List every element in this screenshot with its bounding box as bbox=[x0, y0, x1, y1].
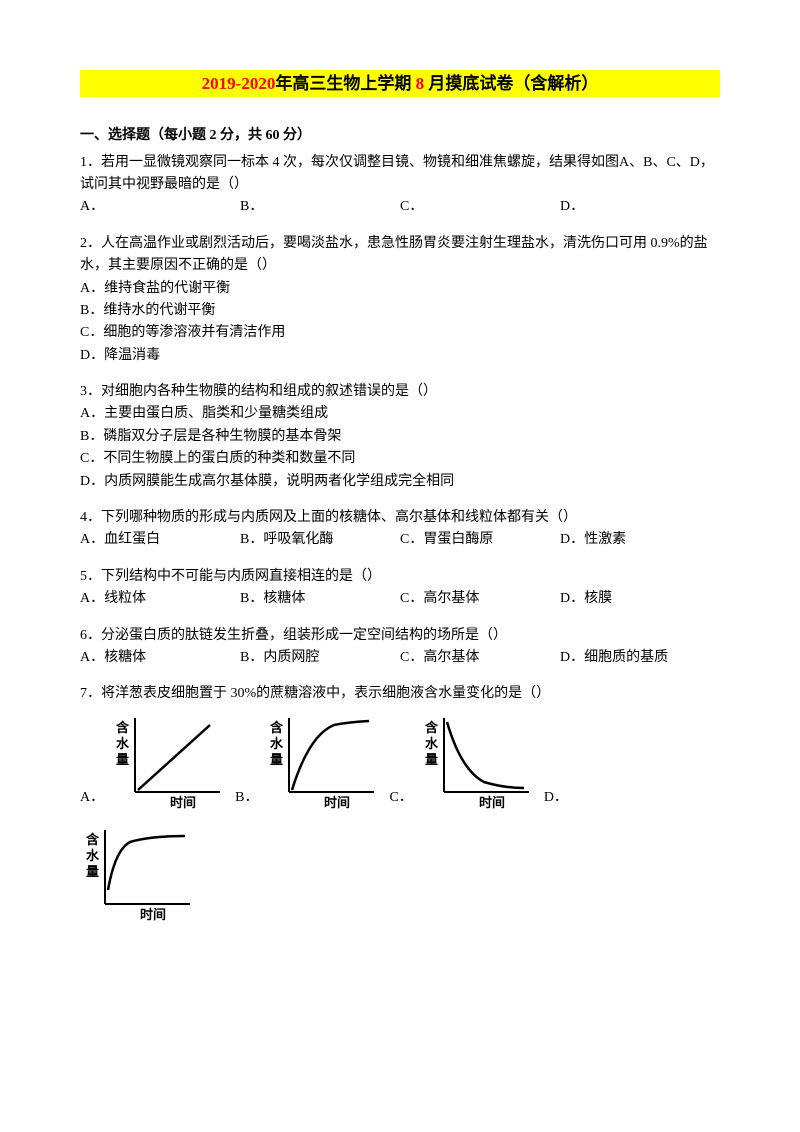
chart-C-ylabel-2: 水 bbox=[425, 736, 439, 751]
q1-optA: A． bbox=[80, 196, 240, 218]
title-year: 2019-2020 bbox=[202, 74, 276, 93]
q2-optC: C．细胞的等渗溶液并有清洁作用 bbox=[80, 322, 720, 344]
q6-options: A．核糖体 B．内质网腔 C．高尔基体 D．细胞质的基质 bbox=[80, 647, 720, 669]
chart-A-line bbox=[138, 725, 210, 790]
q1-options: A． B． C． D． bbox=[80, 196, 720, 218]
chart-B-svg: 含 水 量 时间 bbox=[264, 710, 379, 810]
q3-optA: A．主要由蛋白质、脂类和少量糖类组成 bbox=[80, 403, 720, 425]
q2-optA: A．维持食盐的代谢平衡 bbox=[80, 278, 720, 300]
q7-optB: B． bbox=[235, 787, 258, 809]
q6-text: 6．分泌蛋白质的肽链发生折叠，组装形成一定空间结构的场所是（） bbox=[80, 625, 720, 647]
chart-C-cell: C． 含 水 量 时间 bbox=[389, 710, 533, 810]
chart-A-ylabel-3: 量 bbox=[116, 752, 129, 767]
section-header: 一、选择题（每小题 2 分，共 60 分） bbox=[80, 125, 720, 147]
question-5: 5．下列结构中不可能与内质网直接相连的是（） A．线粒体 B．核糖体 C．高尔基… bbox=[80, 566, 720, 611]
q3-text: 3．对细胞内各种生物膜的结构和组成的叙述错误的是（） bbox=[80, 381, 720, 403]
q6-optA: A．核糖体 bbox=[80, 647, 240, 669]
title-before: 年高三生物上学期 bbox=[275, 74, 411, 93]
q1-optB: B． bbox=[240, 196, 400, 218]
q3-optC: C．不同生物膜上的蛋白质的种类和数量不同 bbox=[80, 448, 720, 470]
chart-C-ylabel-1: 含 bbox=[424, 720, 439, 735]
question-6: 6．分泌蛋白质的肽链发生折叠，组装形成一定空间结构的场所是（） A．核糖体 B．… bbox=[80, 625, 720, 670]
q2-text: 2．人在高温作业或剧烈活动后，要喝淡盐水，患急性肠胃炎要注射生理盐水，清洗伤口可… bbox=[80, 233, 720, 278]
chart-B-xlabel: 时间 bbox=[324, 795, 350, 810]
chart-D-ylabel-3: 量 bbox=[86, 864, 99, 879]
q4-optB: B．呼吸氧化酶 bbox=[240, 529, 400, 551]
q3-optB: B．磷脂双分子层是各种生物膜的基本骨架 bbox=[80, 426, 720, 448]
question-2: 2．人在高温作业或剧烈活动后，要喝淡盐水，患急性肠胃炎要注射生理盐水，清洗伤口可… bbox=[80, 233, 720, 367]
q2-optB: B．维持水的代谢平衡 bbox=[80, 300, 720, 322]
q4-optC: C．胃蛋白酶原 bbox=[400, 529, 560, 551]
chart-C-svg: 含 水 量 时间 bbox=[419, 710, 534, 810]
q4-text: 4．下列哪种物质的形成与内质网及上面的核糖体、高尔基体和线粒体都有关（） bbox=[80, 507, 720, 529]
chart-C-ylabel-3: 量 bbox=[425, 752, 438, 767]
q4-optD: D．性激素 bbox=[560, 529, 720, 551]
chart-C-xlabel: 时间 bbox=[479, 795, 505, 810]
q5-optC: C．高尔基体 bbox=[400, 588, 560, 610]
question-3: 3．对细胞内各种生物膜的结构和组成的叙述错误的是（） A．主要由蛋白质、脂类和少… bbox=[80, 381, 720, 493]
q7-text: 7．将洋葱表皮细胞置于 30%的蔗糖溶液中，表示细胞液含水量变化的是（） bbox=[80, 683, 720, 705]
chart-B-ylabel-1: 含 bbox=[269, 720, 284, 735]
chart-B-cell: B． 含 水 量 时间 bbox=[235, 710, 379, 810]
q5-options: A．线粒体 B．核糖体 C．高尔基体 D．核膜 bbox=[80, 588, 720, 610]
q5-text: 5．下列结构中不可能与内质网直接相连的是（） bbox=[80, 566, 720, 588]
chart-D-line bbox=[108, 836, 185, 890]
q7-charts-row2: 含 水 量 时间 bbox=[80, 822, 720, 922]
q1-optD: D． bbox=[560, 196, 720, 218]
q4-options: A．血红蛋白 B．呼吸氧化酶 C．胃蛋白酶原 D．性激素 bbox=[80, 529, 720, 551]
q5-optB: B．核糖体 bbox=[240, 588, 400, 610]
chart-D-ylabel-2: 水 bbox=[86, 848, 100, 863]
question-7: 7．将洋葱表皮细胞置于 30%的蔗糖溶液中，表示细胞液含水量变化的是（） A． … bbox=[80, 683, 720, 921]
q6-optC: C．高尔基体 bbox=[400, 647, 560, 669]
question-1: 1．若用一显微镜观察同一标本 4 次，每次仅调整目镜、物镜和细准焦螺旋，结果得如… bbox=[80, 152, 720, 219]
q3-optD: D．内质网膜能生成高尔基体膜，说明两者化学组成完全相同 bbox=[80, 471, 720, 493]
chart-C: 含 水 量 时间 bbox=[419, 710, 534, 810]
chart-D-cell: D． bbox=[544, 710, 568, 810]
q7-optC: C． bbox=[389, 787, 412, 809]
chart-A-ylabel-1: 含 bbox=[115, 720, 130, 735]
exam-title: 2019-2020年高三生物上学期 8 月摸底试卷（含解析） bbox=[80, 70, 720, 97]
title-after: 月摸底试卷（含解析） bbox=[428, 74, 598, 93]
q6-optD: D．细胞质的基质 bbox=[560, 647, 720, 669]
chart-D: 含 水 量 时间 bbox=[80, 822, 195, 922]
chart-B-line bbox=[292, 721, 369, 790]
q7-optD: D． bbox=[544, 787, 568, 809]
q7-charts-row1: A． 含 水 量 时间 B． 含 水 量 bbox=[80, 710, 720, 818]
chart-B: 含 水 量 时间 bbox=[264, 710, 379, 810]
chart-A-svg: 含 水 量 时间 bbox=[110, 710, 225, 810]
title-month: 8 bbox=[416, 74, 425, 93]
q1-optC: C． bbox=[400, 196, 560, 218]
chart-B-ylabel-2: 水 bbox=[270, 736, 284, 751]
chart-C-line bbox=[447, 722, 524, 788]
chart-A-xlabel: 时间 bbox=[170, 795, 196, 810]
q5-optA: A．线粒体 bbox=[80, 588, 240, 610]
q7-optA: A． bbox=[80, 787, 104, 809]
q4-optA: A．血红蛋白 bbox=[80, 529, 240, 551]
q6-optB: B．内质网腔 bbox=[240, 647, 400, 669]
q5-optD: D．核膜 bbox=[560, 588, 720, 610]
chart-D-ylabel-1: 含 bbox=[85, 832, 100, 847]
q1-text: 1．若用一显微镜观察同一标本 4 次，每次仅调整目镜、物镜和细准焦螺旋，结果得如… bbox=[80, 152, 720, 197]
chart-A: 含 水 量 时间 bbox=[110, 710, 225, 810]
question-4: 4．下列哪种物质的形成与内质网及上面的核糖体、高尔基体和线粒体都有关（） A．血… bbox=[80, 507, 720, 552]
chart-D-svg: 含 水 量 时间 bbox=[80, 822, 195, 922]
chart-A-cell: A． 含 水 量 时间 bbox=[80, 710, 225, 810]
chart-A-ylabel-2: 水 bbox=[116, 736, 130, 751]
chart-D-xlabel: 时间 bbox=[140, 907, 166, 922]
q3-options: A．主要由蛋白质、脂类和少量糖类组成 B．磷脂双分子层是各种生物膜的基本骨架 C… bbox=[80, 403, 720, 493]
chart-B-ylabel-3: 量 bbox=[270, 752, 283, 767]
q2-optD: D．降温消毒 bbox=[80, 345, 720, 367]
q2-options: A．维持食盐的代谢平衡 B．维持水的代谢平衡 C．细胞的等渗溶液并有清洁作用 D… bbox=[80, 278, 720, 368]
